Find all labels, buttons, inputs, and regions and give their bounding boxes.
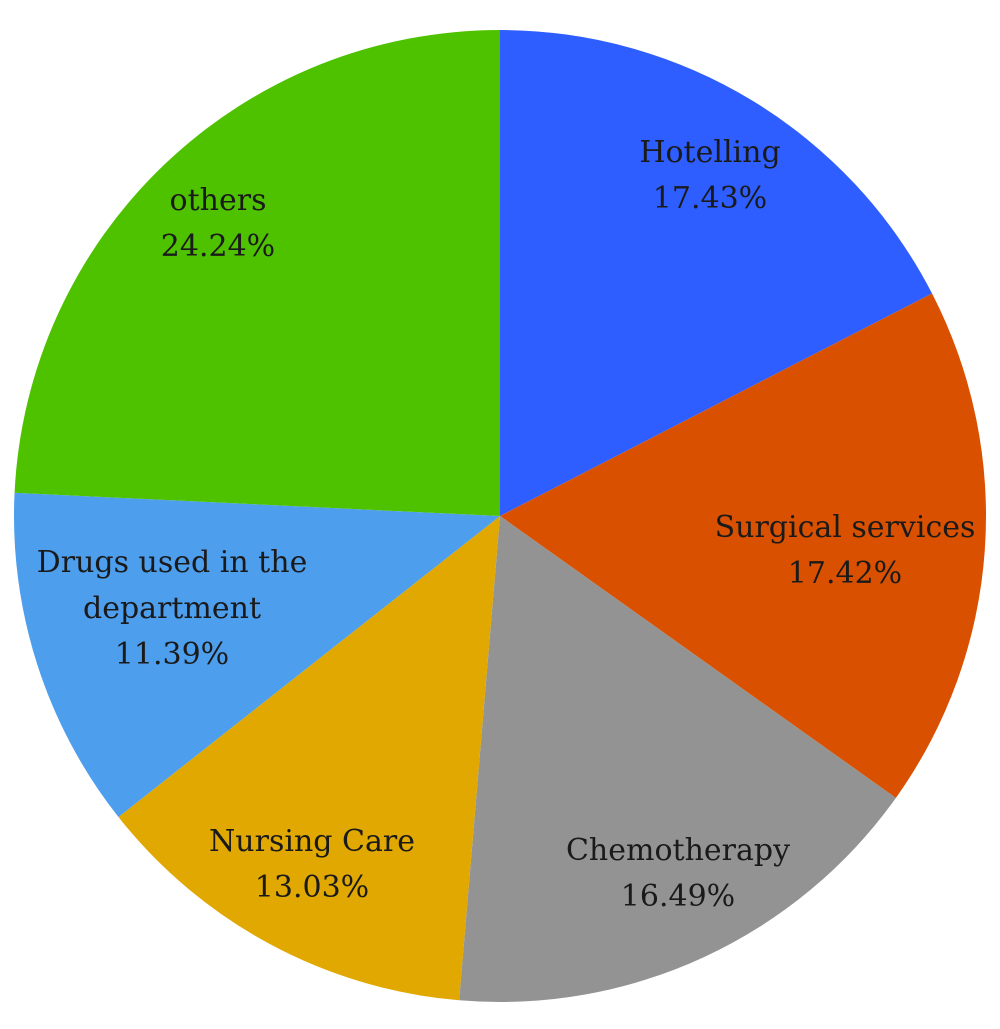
slice-value-label: 16.49% [621, 879, 735, 914]
slice-name-label: Drugs used in the [37, 545, 308, 580]
pie-slice [500, 293, 986, 798]
pie-slices [14, 30, 986, 1002]
slice-label-group: Surgical services 17.42% [715, 510, 976, 591]
slice-value-label: 11.39% [115, 637, 229, 672]
slice-label-group: Hotelling 17.43% [639, 135, 780, 216]
slice-name-label: Hotelling [639, 135, 780, 170]
slice-value-label: 17.42% [788, 556, 902, 591]
slice-name-label: Chemotherapy [566, 833, 790, 868]
slice-label-group: Drugs used in the department 11.39% [37, 545, 308, 672]
slice-name-label: Nursing Care [209, 824, 415, 859]
pie-slice [500, 30, 933, 516]
slice-label-group: Chemotherapy 16.49% [566, 833, 790, 914]
slice-value-label: 24.24% [161, 229, 275, 264]
slice-name-label: others [170, 183, 267, 218]
pie-slice [459, 516, 896, 1002]
slice-label-group: Nursing Care 13.03% [209, 824, 415, 905]
pie-slice [118, 516, 500, 1001]
slice-value-label: 13.03% [255, 870, 369, 905]
slice-value-label: 17.43% [653, 181, 767, 216]
pie-slice [14, 492, 501, 817]
slice-label-group: others 24.24% [161, 183, 275, 264]
pie-slice [14, 30, 500, 516]
slice-name-label: Surgical services [715, 510, 976, 545]
pie-labels: Hotelling 17.43% Surgical services 17.42% Ch… [37, 135, 976, 914]
slice-name-label: department [83, 591, 261, 626]
